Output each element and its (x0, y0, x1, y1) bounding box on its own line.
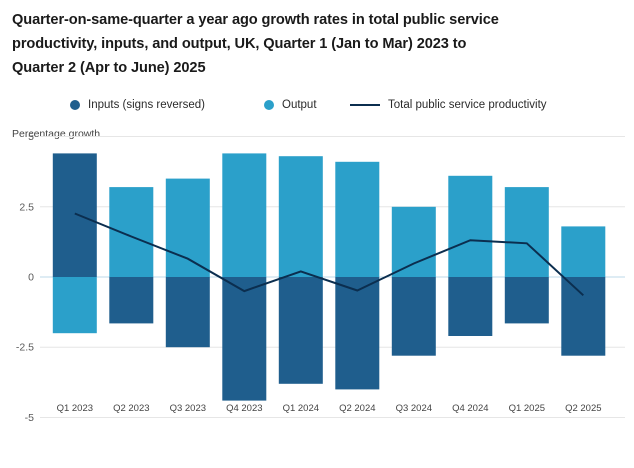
svg-text:Q3 2023: Q3 2023 (170, 403, 206, 414)
svg-text:Q2 2025: Q2 2025 (565, 403, 601, 414)
svg-text:0: 0 (28, 272, 34, 284)
svg-text:Q1 2024: Q1 2024 (283, 403, 319, 414)
svg-text:Q3 2024: Q3 2024 (396, 403, 432, 414)
svg-text:Q1 2025: Q1 2025 (509, 403, 545, 414)
svg-text:Q4 2024: Q4 2024 (452, 403, 488, 414)
svg-text:Q4 2023: Q4 2023 (226, 403, 262, 414)
svg-text:5: 5 (28, 131, 34, 143)
svg-text:-5: -5 (25, 412, 34, 424)
svg-text:-2.5: -2.5 (16, 342, 34, 354)
svg-text:Q1 2023: Q1 2023 (57, 403, 93, 414)
svg-text:2.5: 2.5 (19, 201, 34, 213)
svg-text:Q2 2023: Q2 2023 (113, 403, 149, 414)
svg-text:Q2 2024: Q2 2024 (339, 403, 375, 414)
